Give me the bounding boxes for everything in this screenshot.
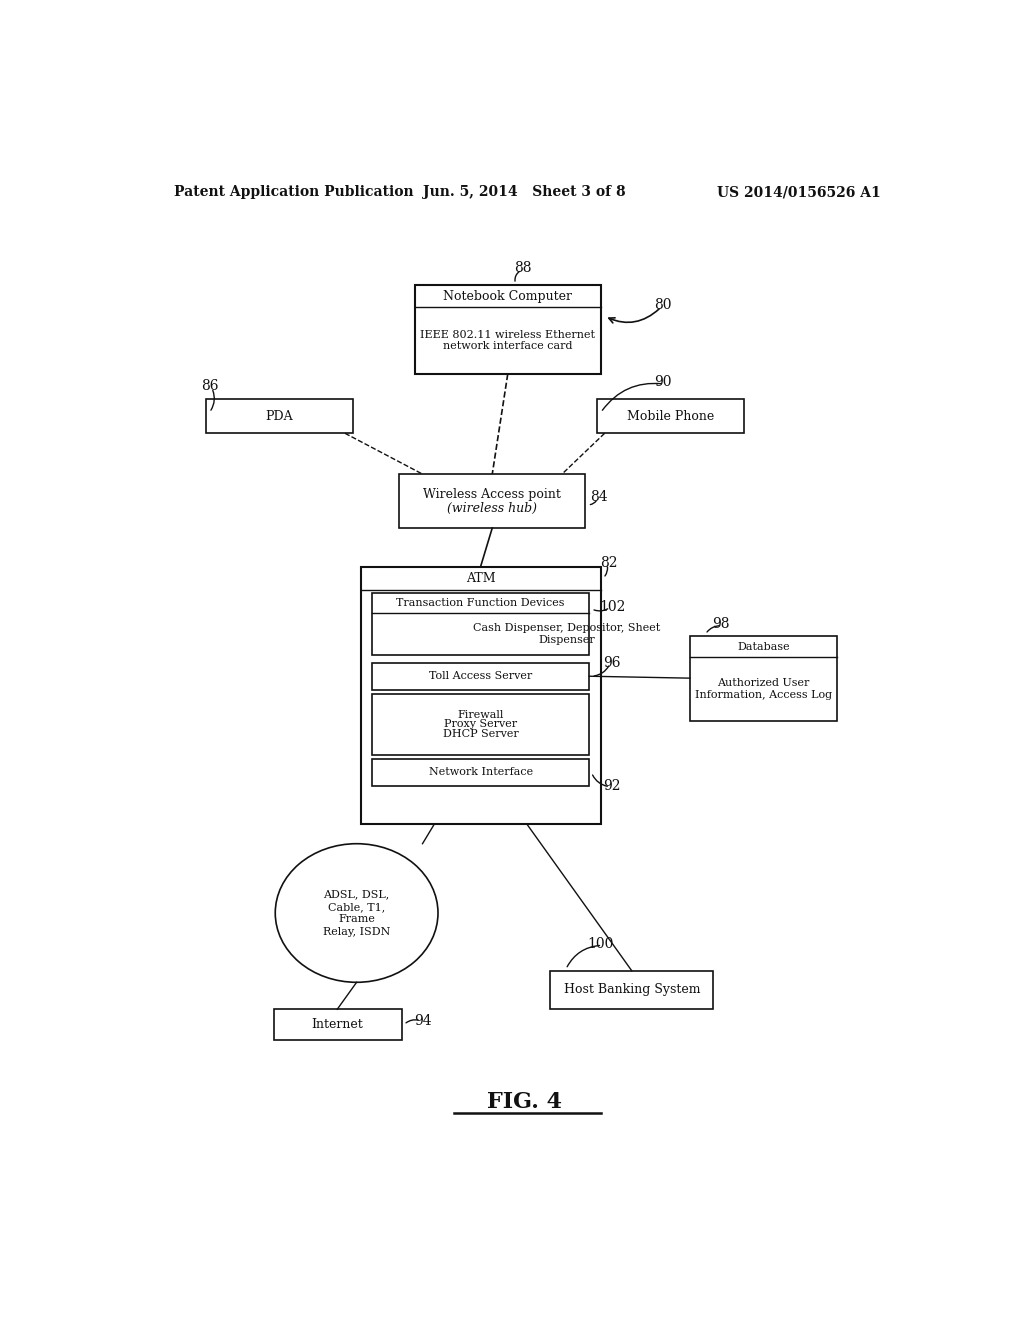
Bar xyxy=(415,285,601,374)
Text: ATM: ATM xyxy=(466,572,496,585)
Bar xyxy=(597,399,744,433)
Text: Cable, T1,: Cable, T1, xyxy=(328,902,385,912)
Text: 80: 80 xyxy=(654,298,672,312)
Ellipse shape xyxy=(275,843,438,982)
Bar xyxy=(372,594,589,655)
Text: Relay, ISDN: Relay, ISDN xyxy=(323,927,390,937)
Text: PDA: PDA xyxy=(265,409,293,422)
Text: 86: 86 xyxy=(201,379,218,392)
Text: Authorized User
Information, Access Log: Authorized User Information, Access Log xyxy=(695,678,833,700)
Text: 102: 102 xyxy=(599,599,626,614)
Text: 94: 94 xyxy=(414,1014,431,1028)
Bar xyxy=(372,693,589,755)
Text: 88: 88 xyxy=(514,261,532,275)
Text: Transaction Function Devices: Transaction Function Devices xyxy=(396,598,565,609)
Text: Notebook Computer: Notebook Computer xyxy=(443,289,572,302)
Text: (wireless hub): (wireless hub) xyxy=(447,502,538,515)
Bar xyxy=(399,474,586,528)
Bar xyxy=(550,970,713,1010)
Text: 90: 90 xyxy=(654,375,672,388)
Text: Wireless Access point: Wireless Access point xyxy=(423,488,561,502)
Text: 98: 98 xyxy=(712,618,730,631)
Text: US 2014/0156526 A1: US 2014/0156526 A1 xyxy=(717,185,881,199)
Bar xyxy=(206,399,352,433)
Text: Frame: Frame xyxy=(338,915,375,924)
Text: IEEE 802.11 wireless Ethernet
network interface card: IEEE 802.11 wireless Ethernet network in… xyxy=(420,330,595,351)
Bar xyxy=(690,636,838,721)
Text: DHCP Server: DHCP Server xyxy=(442,729,518,739)
Bar xyxy=(273,1010,401,1040)
Text: 82: 82 xyxy=(600,556,617,570)
Text: FIG. 4: FIG. 4 xyxy=(487,1090,562,1113)
Text: Firewall: Firewall xyxy=(458,710,504,721)
Text: Host Banking System: Host Banking System xyxy=(563,983,700,997)
Bar xyxy=(372,759,589,785)
Text: Mobile Phone: Mobile Phone xyxy=(627,409,714,422)
Text: Cash Dispenser, Depositor, Sheet
Dispenser: Cash Dispenser, Depositor, Sheet Dispens… xyxy=(473,623,660,644)
Text: ADSL, DSL,: ADSL, DSL, xyxy=(324,888,390,899)
Bar xyxy=(372,663,589,689)
Text: 96: 96 xyxy=(603,656,622,669)
Text: Database: Database xyxy=(737,642,790,652)
Bar xyxy=(360,566,601,825)
Text: Network Interface: Network Interface xyxy=(429,767,532,777)
Text: 100: 100 xyxy=(588,937,614,950)
Text: Toll Access Server: Toll Access Server xyxy=(429,672,532,681)
Text: Proxy Server: Proxy Server xyxy=(444,719,517,730)
Text: Jun. 5, 2014   Sheet 3 of 8: Jun. 5, 2014 Sheet 3 of 8 xyxy=(423,185,625,199)
Text: 84: 84 xyxy=(591,490,608,504)
Text: Internet: Internet xyxy=(311,1018,364,1031)
Text: Patent Application Publication: Patent Application Publication xyxy=(174,185,414,199)
Text: 92: 92 xyxy=(603,779,622,793)
